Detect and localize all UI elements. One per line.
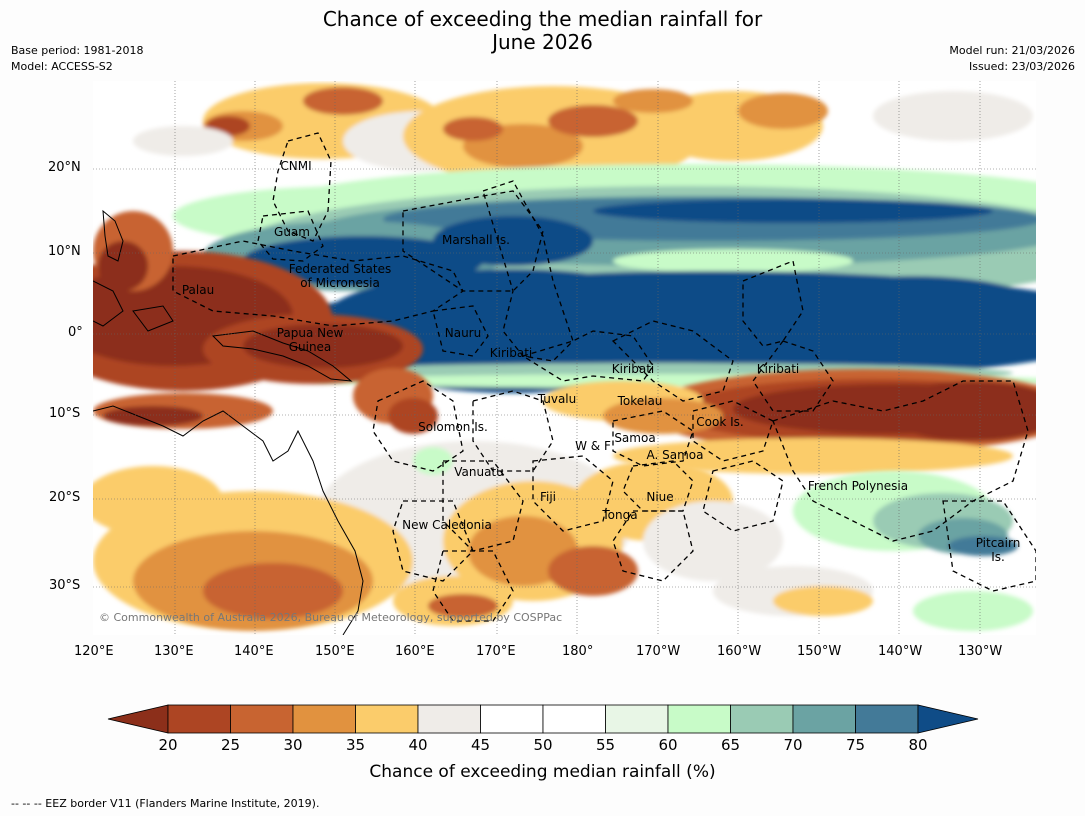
- label-nauru: Nauru: [445, 326, 481, 340]
- map-copyright: © Commonwealth of Australia 2026, Bureau…: [99, 611, 562, 624]
- colorbar-extend-high: [917, 704, 979, 734]
- lat-label-10n: 10°N: [48, 244, 81, 259]
- label-kiribati-east: Kiribati: [757, 362, 799, 376]
- label-png-line2: Guinea: [289, 340, 332, 354]
- model-run: Model run: 21/03/2026: [949, 44, 1075, 57]
- colorbar-swatch: [480, 704, 544, 734]
- label-palau: Palau: [182, 283, 214, 297]
- label-new-caledonia: New Caledonia: [402, 518, 492, 532]
- label-tuvalu: Tuvalu: [537, 392, 577, 406]
- label-cnmi: CNMI: [280, 159, 311, 173]
- lon-label-140e: 140°E: [234, 644, 274, 659]
- colorbar-tick-label: 20: [158, 736, 178, 754]
- rainfall-map: CNMI Guam Marshall Is. Federated States …: [93, 81, 1036, 635]
- meta-left: Base period: 1981-2018 Model: ACCESS-S2: [11, 43, 143, 75]
- lon-label-170e: 170°E: [476, 644, 516, 659]
- colorbar-tick-label: 25: [220, 736, 241, 754]
- lon-label-130w: 130°W: [958, 644, 1003, 659]
- label-tonga: Tonga: [601, 508, 637, 522]
- lon-label-120e: 120°E: [74, 644, 114, 659]
- colorbar-tick-label: 80: [908, 736, 928, 754]
- label-fiji: Fiji: [540, 490, 556, 504]
- colorbar-tick-label: 55: [595, 736, 616, 754]
- colorbar-tick-label: 60: [658, 736, 678, 754]
- label-marshall: Marshall Is.: [442, 233, 510, 247]
- colorbar-swatch: [167, 704, 231, 734]
- colorbar-swatch: [355, 704, 419, 734]
- label-kiribati-west: Kiribati: [490, 346, 532, 360]
- meta-right: Model run: 21/03/2026 Issued: 23/03/2026: [949, 43, 1075, 75]
- colorbar-swatch: [730, 704, 794, 734]
- lat-label-20s: 20°S: [49, 490, 81, 505]
- label-american-samoa: A. Samoa: [647, 448, 704, 462]
- lat-label-30s: 30°S: [49, 578, 81, 593]
- lon-label-160w: 160°W: [717, 644, 762, 659]
- label-fsm-line1: Federated States: [289, 262, 391, 276]
- colorbar-swatch: [542, 704, 606, 734]
- lon-label-150w: 150°W: [797, 644, 842, 659]
- lat-label-0: 0°: [68, 325, 83, 340]
- label-tokelau: Tokelau: [617, 394, 663, 408]
- lon-label-170w: 170°W: [636, 644, 681, 659]
- lon-label-180: 180°: [562, 644, 594, 659]
- label-samoa: Samoa: [614, 431, 655, 445]
- label-solomon: Solomon Is.: [418, 420, 488, 434]
- colorbar-tick-label: 40: [408, 736, 428, 754]
- lat-label-20n: 20°N: [48, 160, 81, 175]
- lon-label-150e: 150°E: [315, 644, 355, 659]
- colorbar-swatch: [230, 704, 294, 734]
- label-vanuatu: Vanuatu: [454, 465, 504, 479]
- map-title: Chance of exceeding the median rainfall …: [0, 8, 1085, 54]
- base-period: Base period: 1981-2018: [11, 44, 144, 57]
- colorbar: [107, 704, 979, 734]
- eez-footnote: -- -- -- EEZ border V11 (Flanders Marine…: [11, 797, 320, 810]
- colorbar-swatch: [417, 704, 481, 734]
- title-line-1: Chance of exceeding the median rainfall …: [322, 7, 763, 31]
- label-french-polynesia: French Polynesia: [808, 479, 908, 493]
- colorbar-swatch: [667, 704, 731, 734]
- colorbar-tick-label: 35: [345, 736, 366, 754]
- lon-label-130e: 130°E: [154, 644, 194, 659]
- issued-date: Issued: 23/03/2026: [968, 60, 1075, 73]
- colorbar-swatch: [292, 704, 356, 734]
- colorbar-swatch: [792, 704, 856, 734]
- colorbar-tick-label: 70: [783, 736, 803, 754]
- colorbar-tick-label: 50: [533, 736, 553, 754]
- colorbar-title: Chance of exceeding median rainfall (%): [369, 762, 716, 782]
- label-pitcairn-line2: Is.: [991, 550, 1005, 564]
- colorbar-tick-label: 30: [283, 736, 303, 754]
- lon-label-140w: 140°W: [878, 644, 923, 659]
- model-name: Model: ACCESS-S2: [11, 60, 113, 73]
- label-wallis-futuna: W & F: [575, 439, 611, 453]
- label-png-line1: Papua New: [277, 326, 344, 340]
- colorbar-tick-label: 75: [845, 736, 866, 754]
- colorbar-tick-label: 45: [470, 736, 491, 754]
- lon-label-160e: 160°E: [395, 644, 435, 659]
- colorbar-swatch: [855, 704, 919, 734]
- label-guam: Guam: [274, 225, 310, 239]
- lat-label-10s: 10°S: [49, 406, 81, 421]
- label-fsm-line2: of Micronesia: [300, 276, 380, 290]
- colorbar-tick-label: 65: [720, 736, 741, 754]
- title-line-2: June 2026: [492, 30, 593, 54]
- colorbar-swatch: [605, 704, 669, 734]
- label-pitcairn-line1: Pitcairn: [976, 536, 1021, 550]
- colorbar-extend-low: [107, 704, 169, 734]
- label-cook-islands: Cook Is.: [696, 415, 743, 429]
- label-niue: Niue: [646, 490, 673, 504]
- colorbar-tick-labels: 20 25 30 35 40 45 50 55 60 65 70 75 80: [0, 736, 1085, 758]
- label-kiribati-central: Kiribati: [612, 362, 654, 376]
